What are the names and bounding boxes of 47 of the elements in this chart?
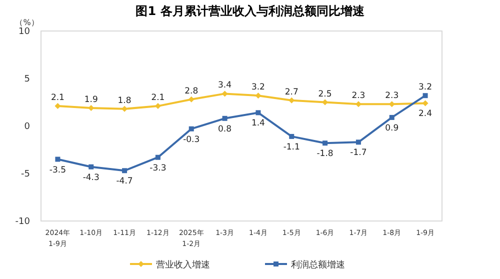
point <box>155 154 160 160</box>
y-tick-label: -5 <box>21 170 30 180</box>
y-tick-label: 5 <box>24 74 30 84</box>
data-label: 2.1 <box>151 93 165 104</box>
data-label: 0.8 <box>218 124 232 134</box>
data-label: 1.4 <box>251 118 265 129</box>
legend-label: 营业收入增速 <box>156 260 210 270</box>
point <box>222 116 228 121</box>
data-label: -3.3 <box>150 163 166 174</box>
data-label: 2.8 <box>184 86 198 96</box>
point <box>88 164 94 170</box>
data-label: -4.3 <box>82 172 100 183</box>
y-tick-label: 10 <box>18 27 30 37</box>
data-label: 2.7 <box>284 87 298 98</box>
data-label: 0.9 <box>385 123 399 134</box>
point <box>389 114 394 120</box>
point <box>322 140 328 146</box>
point <box>188 126 194 132</box>
point <box>188 96 194 102</box>
data-label: 3.2 <box>251 82 265 93</box>
data-label: 1.8 <box>118 96 132 106</box>
legend-label: 利润总额增速 <box>291 260 345 270</box>
point <box>54 103 61 110</box>
data-label: -1.8 <box>316 149 334 160</box>
point <box>122 168 128 174</box>
data-label: 2.3 <box>385 91 399 102</box>
point <box>422 93 428 98</box>
data-label: -4.7 <box>116 176 133 187</box>
data-label: 1.9 <box>84 94 98 105</box>
data-label: 3.4 <box>218 80 232 91</box>
point <box>256 110 261 116</box>
point <box>289 134 294 139</box>
data-label: -0.3 <box>183 134 200 145</box>
data-label: -1.7 <box>350 148 367 158</box>
y-tick-label: 0 <box>24 122 30 132</box>
data-label: 2.3 <box>352 91 366 102</box>
chart-title: 图1 各月累计营业收入与利润总额同比增速 <box>136 4 366 18</box>
data-label: -3.5 <box>49 165 66 176</box>
data-label: -1.1 <box>283 142 300 152</box>
point <box>356 140 361 145</box>
data-label: 2.1 <box>50 93 64 104</box>
point <box>55 156 60 162</box>
y-tick-label: -10 <box>15 217 30 227</box>
data-label: 2.5 <box>318 89 332 100</box>
data-label: 3.2 <box>418 82 432 93</box>
y-axis-title: （%） <box>15 18 39 27</box>
data-label: 2.4 <box>418 109 432 120</box>
